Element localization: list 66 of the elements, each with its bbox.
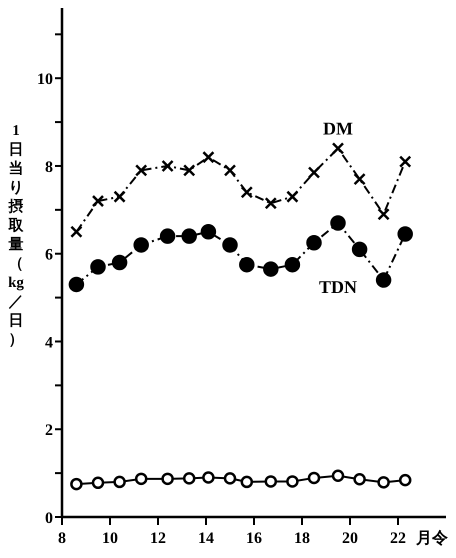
point (398, 155, 412, 168)
point (224, 164, 236, 177)
point (92, 194, 104, 208)
point (352, 242, 368, 258)
point (330, 215, 346, 231)
point (286, 190, 299, 203)
x-tick-label: 8 (58, 530, 66, 547)
point (181, 228, 197, 244)
point (398, 474, 412, 486)
x-tick-label: 22 (390, 530, 406, 547)
y-tick-label: 4 (45, 334, 53, 352)
point (113, 190, 126, 203)
point (308, 166, 320, 179)
point (161, 160, 174, 172)
point (224, 472, 236, 485)
point (264, 197, 278, 210)
point (286, 475, 299, 488)
point (264, 475, 278, 488)
point (332, 470, 344, 482)
point (239, 256, 255, 272)
y-tick-label: 0 (45, 510, 53, 527)
x-tick-label: 10 (102, 530, 118, 547)
text: 1日当り摂取量（kg／日） (8, 123, 24, 348)
point (160, 228, 176, 244)
point (240, 476, 254, 488)
x-tick-label: 14 (198, 530, 214, 547)
point (182, 164, 196, 177)
point (377, 476, 390, 489)
x-axis-title: 月令 (415, 529, 449, 547)
point (263, 261, 279, 277)
point (306, 235, 322, 251)
y-tick-label: 10 (37, 71, 53, 88)
point (332, 142, 344, 155)
series-label: DM (323, 118, 353, 138)
point (202, 471, 215, 484)
point (377, 208, 390, 220)
x-tick-label: 12 (150, 530, 166, 547)
point (134, 472, 148, 486)
series-label: TDN (318, 277, 358, 298)
point (353, 473, 366, 486)
x-tick-label: 20 (342, 530, 358, 547)
point (182, 472, 196, 485)
y-tick-label: 8 (45, 158, 53, 176)
point (200, 224, 216, 240)
point (397, 226, 413, 242)
point (133, 237, 149, 253)
point (112, 254, 128, 270)
point (240, 186, 254, 199)
point (161, 472, 174, 486)
point (222, 237, 238, 253)
point (353, 172, 366, 186)
point (92, 476, 104, 490)
point (202, 150, 215, 164)
x-tick-label: 18 (294, 530, 310, 547)
point (113, 476, 126, 488)
point (70, 226, 83, 238)
point (90, 259, 106, 275)
x-tick-label: 16 (246, 530, 262, 547)
point (134, 164, 148, 177)
point (308, 472, 320, 484)
point (376, 272, 392, 288)
y-tick-label: 2 (45, 422, 53, 440)
point (70, 478, 83, 490)
y-tick-label: 6 (45, 246, 53, 264)
point (284, 256, 300, 272)
point (68, 276, 84, 292)
